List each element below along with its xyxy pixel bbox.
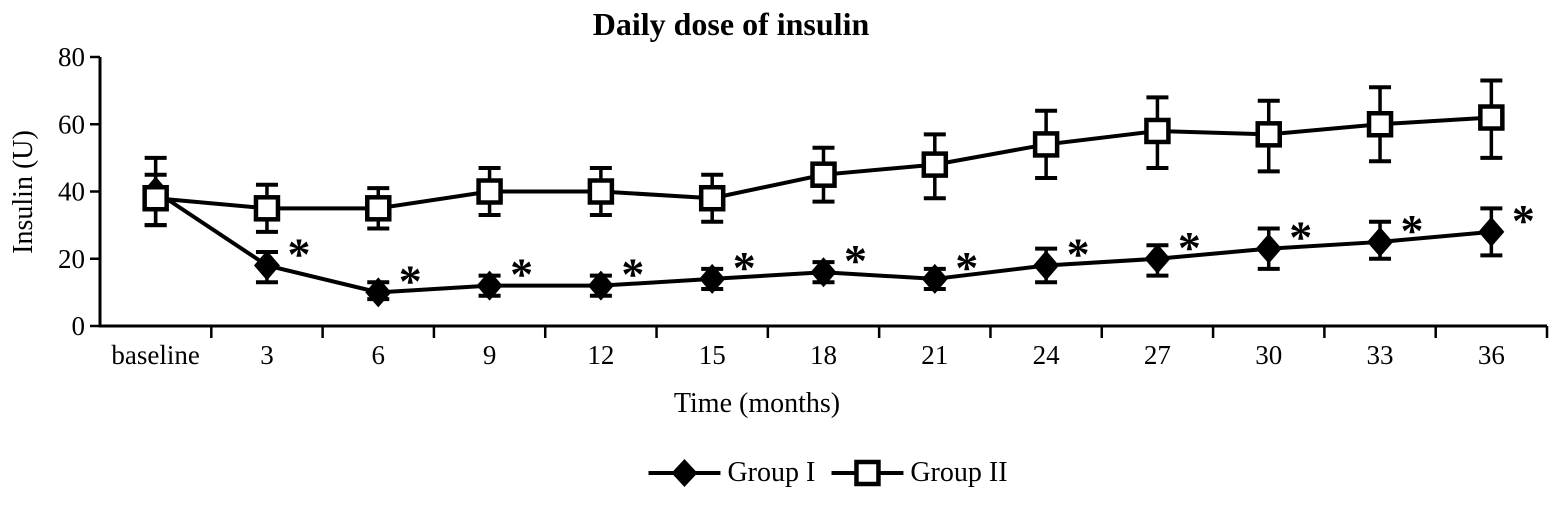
diamond-marker bbox=[699, 263, 726, 294]
significance-asterisk: * bbox=[1512, 195, 1535, 246]
x-tick-label: 12 bbox=[587, 340, 614, 370]
significance-asterisk: * bbox=[510, 249, 533, 300]
x-tick-label: baseline bbox=[111, 340, 199, 370]
square-marker bbox=[365, 195, 392, 222]
square-marker bbox=[587, 178, 615, 205]
diamond-marker bbox=[476, 270, 503, 301]
open-square-icon bbox=[831, 459, 904, 487]
square-marker bbox=[1255, 121, 1282, 148]
x-tick-label: 6 bbox=[372, 340, 386, 370]
square-marker bbox=[476, 178, 503, 205]
diamond-marker bbox=[1255, 233, 1282, 264]
diamond-marker bbox=[365, 277, 392, 308]
significance-asterisk: * bbox=[1289, 212, 1312, 263]
significance-asterisk: * bbox=[621, 249, 644, 300]
diamond-marker bbox=[1478, 216, 1505, 247]
significance-asterisk: * bbox=[1401, 205, 1424, 256]
legend-label-group-ii: Group II bbox=[910, 457, 1008, 488]
y-tick-label: 20 bbox=[58, 244, 85, 274]
diamond-marker bbox=[1367, 226, 1394, 257]
y-tick-label: 0 bbox=[72, 311, 86, 341]
square-marker bbox=[810, 161, 837, 188]
x-tick-label: 21 bbox=[921, 340, 948, 370]
square-marker bbox=[698, 184, 726, 212]
y-tick-label: 40 bbox=[58, 177, 85, 207]
legend-item-group-ii: Group II bbox=[831, 456, 1008, 490]
series-group-ii bbox=[142, 78, 1505, 234]
y-tick-label: 60 bbox=[58, 109, 85, 139]
legend: Group I Group II bbox=[648, 456, 1008, 490]
x-tick-label: 9 bbox=[483, 340, 497, 370]
diamond-marker bbox=[810, 257, 837, 288]
significance-asterisk: * bbox=[733, 242, 756, 293]
diamond-marker bbox=[587, 270, 614, 301]
x-tick-label: 36 bbox=[1478, 340, 1505, 370]
x-tick-label: 18 bbox=[810, 340, 837, 370]
x-tick-label: 33 bbox=[1367, 340, 1394, 370]
x-tick-label: 30 bbox=[1255, 340, 1282, 370]
significance-asterisk: * bbox=[399, 255, 422, 306]
diamond-marker bbox=[1033, 250, 1060, 281]
significance-asterisk: * bbox=[844, 235, 867, 286]
square-marker bbox=[921, 151, 949, 178]
x-tick-label: 27 bbox=[1144, 340, 1171, 370]
square-marker bbox=[1478, 104, 1505, 131]
square-marker bbox=[253, 195, 281, 222]
square-marker bbox=[1144, 117, 1171, 145]
series-group-i: * * * * * * * * * * * * bbox=[142, 155, 1535, 308]
x-tick-label: 24 bbox=[1033, 340, 1061, 370]
diamond-marker bbox=[921, 263, 948, 294]
square-marker bbox=[1032, 131, 1060, 158]
significance-asterisk: * bbox=[955, 242, 978, 293]
filled-diamond-icon bbox=[648, 459, 721, 487]
significance-asterisk: * bbox=[1178, 222, 1201, 273]
x-axis-title: Time (months) bbox=[673, 388, 841, 419]
chart-title: Daily dose of insulin bbox=[592, 6, 870, 42]
legend-label-group-i: Group I bbox=[727, 457, 816, 488]
significance-asterisk: * bbox=[1067, 228, 1090, 279]
diamond-marker bbox=[1144, 243, 1171, 274]
square-marker bbox=[142, 184, 169, 212]
legend-item-group-i: Group I bbox=[648, 456, 815, 490]
significance-asterisk: * bbox=[287, 228, 310, 279]
y-tick-label: 80 bbox=[58, 42, 85, 72]
square-marker bbox=[1366, 111, 1394, 138]
x-tick-label: 15 bbox=[699, 340, 726, 370]
x-tick-label: 3 bbox=[260, 340, 274, 370]
diamond-marker bbox=[253, 250, 280, 281]
